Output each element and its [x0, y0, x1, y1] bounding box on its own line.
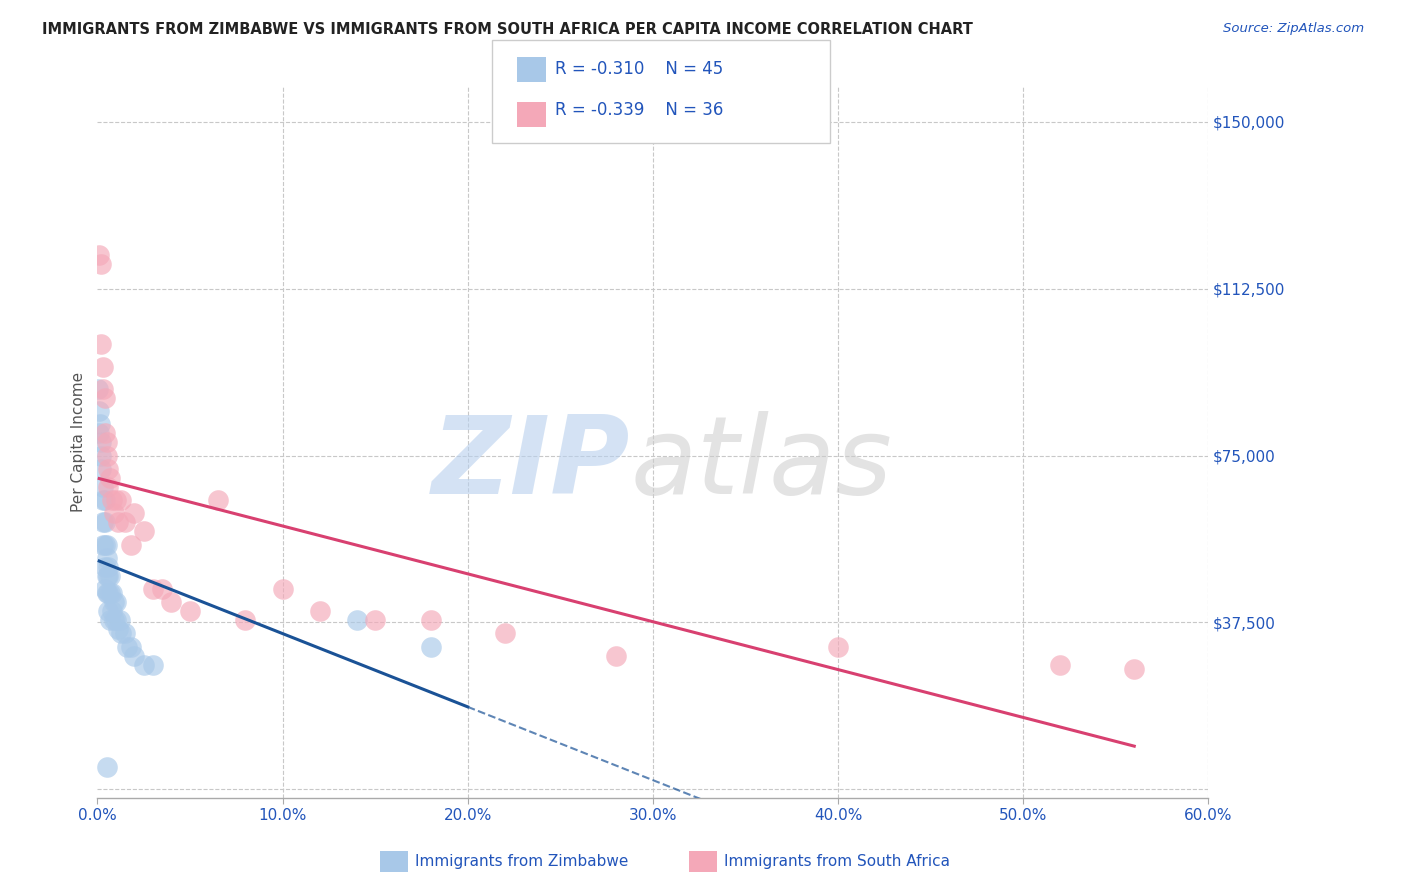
- Point: [110, 626, 132, 640]
- Point: [103, 595, 125, 609]
- Point: [91, 537, 114, 551]
- Point: [150, 582, 173, 596]
- Point: [89, 426, 111, 441]
- Point: [94, 426, 117, 441]
- Point: [96, 435, 118, 450]
- Point: [110, 493, 132, 508]
- Point: [97, 559, 120, 574]
- Point: [271, 582, 294, 596]
- Point: [91, 382, 114, 396]
- Point: [96, 568, 118, 582]
- Point: [142, 582, 165, 596]
- Point: [207, 493, 229, 508]
- Text: R = -0.310    N = 45: R = -0.310 N = 45: [555, 60, 724, 78]
- Point: [91, 493, 114, 508]
- Point: [346, 613, 368, 627]
- Point: [104, 595, 127, 609]
- Point: [97, 480, 120, 494]
- Point: [87, 382, 110, 396]
- Point: [98, 613, 121, 627]
- Y-axis label: Per Capita Income: Per Capita Income: [72, 372, 86, 512]
- Point: [98, 568, 121, 582]
- Point: [98, 471, 121, 485]
- Point: [142, 657, 165, 672]
- Point: [91, 480, 114, 494]
- Point: [114, 626, 136, 640]
- Point: [124, 507, 146, 521]
- Point: [94, 582, 117, 596]
- Point: [101, 493, 124, 508]
- Text: R = -0.339    N = 36: R = -0.339 N = 36: [555, 101, 724, 120]
- Point: [364, 613, 387, 627]
- Point: [120, 537, 142, 551]
- Point: [94, 559, 117, 574]
- Point: [97, 462, 120, 476]
- Point: [89, 404, 111, 418]
- Point: [96, 586, 118, 600]
- Point: [107, 516, 129, 530]
- Point: [1049, 657, 1071, 672]
- Point: [98, 586, 121, 600]
- Point: [605, 648, 627, 663]
- Text: ZIP: ZIP: [432, 410, 631, 516]
- Point: [115, 640, 138, 654]
- Point: [124, 648, 146, 663]
- Point: [104, 613, 127, 627]
- Point: [101, 586, 124, 600]
- Point: [91, 516, 114, 530]
- Point: [97, 586, 120, 600]
- Point: [96, 537, 118, 551]
- Point: [104, 493, 127, 508]
- Point: [827, 640, 849, 654]
- Point: [494, 626, 516, 640]
- Point: [97, 604, 120, 618]
- Text: IMMIGRANTS FROM ZIMBABWE VS IMMIGRANTS FROM SOUTH AFRICA PER CAPITA INCOME CORRE: IMMIGRANTS FROM ZIMBABWE VS IMMIGRANTS F…: [42, 22, 973, 37]
- Point: [103, 613, 125, 627]
- Point: [419, 613, 441, 627]
- Point: [120, 640, 142, 654]
- Text: Immigrants from South Africa: Immigrants from South Africa: [724, 855, 950, 869]
- Point: [160, 595, 183, 609]
- Point: [108, 613, 131, 627]
- Point: [179, 604, 201, 618]
- Point: [419, 640, 441, 654]
- Point: [90, 449, 112, 463]
- Point: [114, 516, 136, 530]
- Text: Source: ZipAtlas.com: Source: ZipAtlas.com: [1223, 22, 1364, 36]
- Point: [90, 435, 112, 450]
- Point: [91, 359, 114, 374]
- Point: [94, 537, 117, 551]
- Text: Immigrants from Zimbabwe: Immigrants from Zimbabwe: [415, 855, 628, 869]
- Point: [90, 337, 112, 351]
- Point: [94, 493, 117, 508]
- Point: [107, 622, 129, 636]
- Point: [101, 604, 124, 618]
- Point: [94, 516, 117, 530]
- Point: [308, 604, 330, 618]
- Point: [96, 449, 118, 463]
- Point: [235, 613, 257, 627]
- Point: [132, 524, 155, 538]
- Point: [1123, 662, 1146, 676]
- Point: [97, 568, 120, 582]
- Point: [132, 657, 155, 672]
- Text: atlas: atlas: [631, 411, 893, 516]
- Point: [89, 417, 111, 432]
- Point: [103, 507, 125, 521]
- Point: [89, 248, 111, 262]
- Point: [94, 391, 117, 405]
- Point: [90, 257, 112, 271]
- Point: [90, 462, 112, 476]
- Point: [96, 760, 118, 774]
- Point: [96, 550, 118, 565]
